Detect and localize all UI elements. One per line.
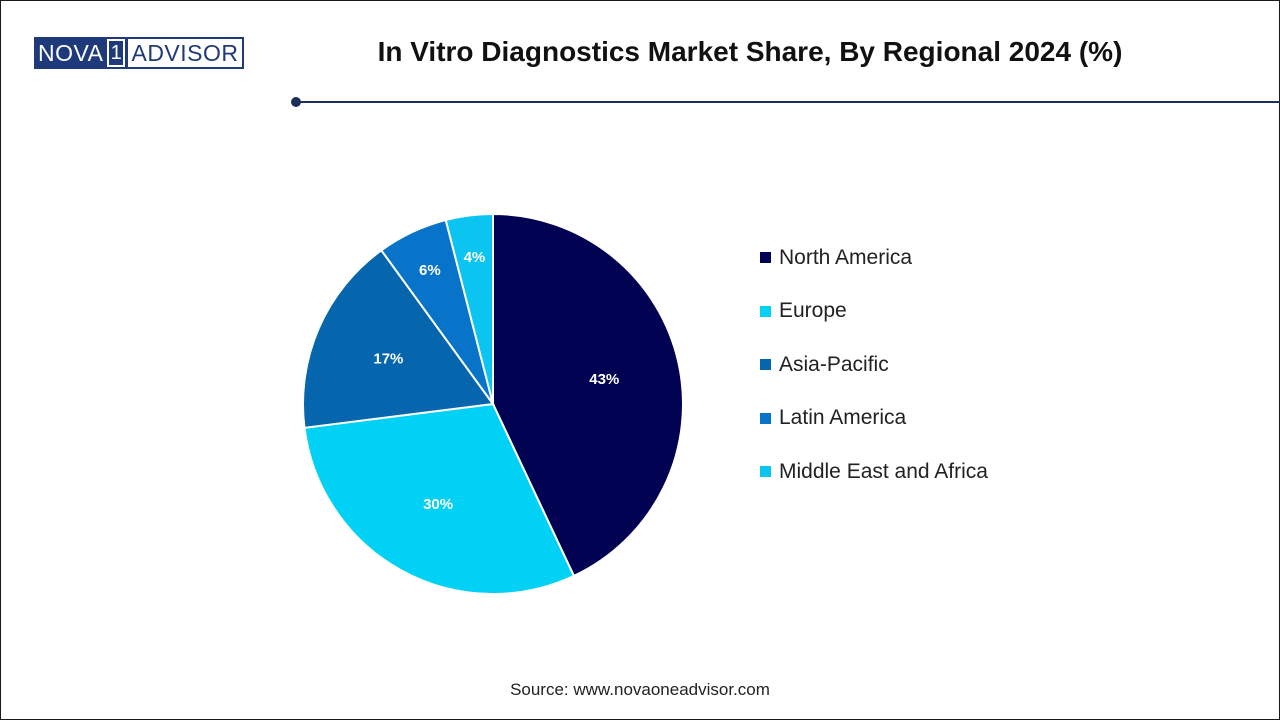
pie-slice-europe: [303, 402, 576, 595]
pie-slice-north-america: [492, 212, 684, 578]
legend-item-latin-america: Latin America: [760, 405, 988, 432]
data-label-asia-pacific: 17%: [373, 351, 403, 368]
legend-swatch-europe: [760, 305, 771, 317]
legend-swatch-north-america: [760, 252, 771, 263]
legend-label-north-america: North America: [779, 245, 913, 269]
legend-item-north-america: North America: [760, 244, 988, 271]
legend-item-europe: Europe: [760, 298, 988, 325]
data-label-north-america: 43%: [589, 371, 619, 388]
data-label-latin-america: 6%: [419, 262, 441, 279]
legend-item-middle-east-and-africa: Middle East and Africa: [760, 458, 988, 485]
nova-advisor-logo: NOVA 1 ADVISOR: [34, 37, 244, 69]
pie-slice-middle-east-and-africa: [444, 212, 494, 405]
legend-swatch-asia-pacific: [760, 359, 771, 371]
legend-label-europe: Europe: [779, 299, 847, 323]
pie-slice-asia-pacific: [302, 248, 495, 429]
legend-swatch-middle-east-and-africa: [760, 466, 771, 478]
data-label-europe: 30%: [423, 496, 453, 513]
chart-legend: North America Europe Asia-Pacific Latin Ame…: [760, 244, 988, 512]
logo-advisor-text: ADVISOR: [126, 37, 244, 69]
legend-label-asia-pacific: Asia-Pacific: [779, 352, 889, 376]
data-label-middle-east-and-africa: 4%: [464, 249, 486, 266]
legend-label-middle-east-and-africa: Middle East and Africa: [779, 459, 988, 483]
legend-swatch-latin-america: [760, 412, 771, 424]
logo-one-box: 1: [105, 37, 128, 69]
legend-label-latin-america: Latin America: [779, 406, 907, 430]
source-note: Source: www.novaoneadvisor.com: [510, 680, 770, 699]
chart-title: In Vitro Diagnostics Market Share, By Re…: [377, 36, 1123, 67]
title-rule: [296, 101, 1280, 103]
logo-nova-text: NOVA: [34, 37, 107, 69]
legend-item-asia-pacific: Asia-Pacific: [760, 351, 988, 378]
